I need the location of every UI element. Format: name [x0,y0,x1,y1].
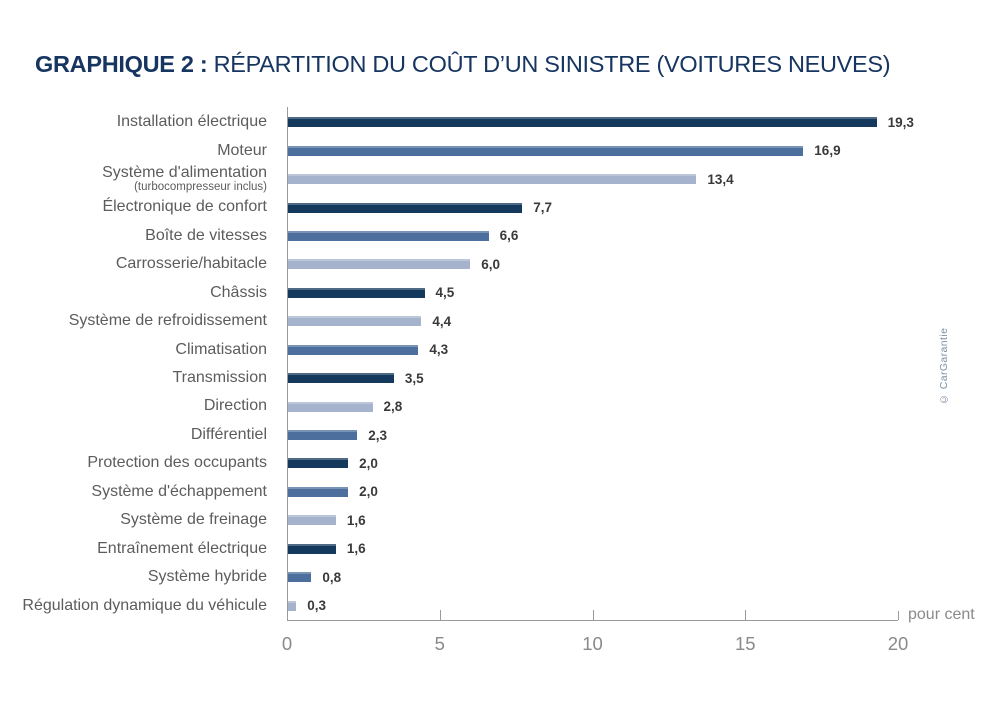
bar-rows: Installation électrique 19,3 Moteur 16,9… [0,108,1000,620]
value-label: 2,0 [359,455,378,471]
category-label: Régulation dynamique du véhicule [22,596,267,614]
copyright-credit: © CarGarantie [938,327,950,405]
bar [287,515,336,526]
x-axis-tick-label: 0 [281,633,293,654]
bar-row: Direction 2,8 [0,392,1000,420]
value-label: 6,6 [499,228,519,244]
bar-row: Système d'échappement 2,0 [0,478,1000,506]
category-label: Protection des occupants [87,454,267,472]
value-label: 0,8 [322,569,342,585]
bar [287,145,804,156]
value-label: 1,6 [346,512,366,528]
bar [287,287,425,298]
category-label: Carrosserie/habitacle [115,255,267,273]
bar [287,401,373,412]
category-label: Climatisation [175,340,267,358]
x-axis-unit-label: pour cent [908,606,975,623]
category-label: Châssis [210,283,267,301]
bar [287,373,394,384]
bar-row: Climatisation 4,3 [0,336,1000,364]
value-label: 16,9 [814,143,841,159]
bar [287,344,419,355]
category-label: Installation électrique [116,113,267,131]
x-axis-tick-label: 10 [582,633,603,654]
bar-row: Système d'alimentation (turbocompresseur … [0,163,1000,193]
category-label: Transmission [172,369,267,386]
category-sublabel: (turbocompresseur inclus) [134,180,267,193]
category-label: Différentiel [190,425,267,443]
bar [287,572,312,583]
x-axis-tick-label: 5 [434,633,445,654]
x-axis-tick [898,611,899,620]
chart-title-text: RÉPARTITION DU COÛT D’UN SINISTRE (VOITU… [207,51,891,77]
bar [287,117,877,128]
bar [287,600,297,611]
chart-title: GRAPHIQUE 2 : RÉPARTITION DU COÛT D’UN S… [35,51,975,78]
bar [287,543,336,554]
bar-row: Installation électrique 19,3 [0,108,1000,136]
category-label: Système d'échappement [91,482,267,500]
bar-row: Boîte de vitesses 6,6 [0,222,1000,250]
bar-row: Système de freinage 1,6 [0,506,1000,534]
x-axis-tick [439,610,441,620]
bar-row: Transmission 3,5 [0,364,1000,392]
x-axis-line [287,620,898,621]
bar-row: Protection des occupants 2,0 [0,449,1000,477]
value-label: 4,3 [429,342,449,358]
value-label: 7,7 [533,200,552,216]
x-axis-tick [592,610,594,620]
y-axis-line [287,107,288,621]
bar [287,430,358,441]
value-label: 4,4 [432,313,452,329]
value-label: 13,4 [707,171,734,187]
bar-row: Système hybride 0,8 [0,563,1000,591]
bar [287,259,471,270]
bar-row: Régulation dynamique du véhicule 0,3 [0,591,1000,619]
value-label: 0,3 [307,598,326,614]
bar [287,486,349,497]
category-label: Électronique de confort [102,198,267,216]
bar-row: Carrosserie/habitacle 6,0 [0,250,1000,278]
category-label: Système de freinage [120,511,267,529]
value-label: 2,3 [368,427,388,443]
bar [287,202,523,213]
bar [287,174,697,185]
category-label: Système hybride [147,568,267,586]
value-label: 1,6 [346,541,366,557]
value-label: 2,8 [383,399,403,415]
x-axis-tick-label: 20 [887,633,909,654]
bar-row: Moteur 16,9 [0,136,1000,164]
category-label: Moteur [217,141,267,159]
bar-row: Entraînement électrique 1,6 [0,535,1000,563]
value-label: 4,5 [435,285,455,301]
x-axis-tick [745,610,747,620]
x-axis-tick-label: 15 [734,633,756,654]
value-label: 19,3 [887,114,914,130]
bar-row: Système de refroidissement 4,4 [0,307,1000,335]
bar-row: Électronique de confort 7,7 [0,193,1000,221]
category-label: Système de refroidissement [68,312,267,330]
value-label: 2,0 [359,484,378,500]
bar-row: Châssis 4,5 [0,279,1000,307]
bar [287,316,422,327]
bar [287,458,349,469]
category-label: Direction [203,397,267,415]
category-label: Boîte de vitesses [145,226,267,244]
value-label: 3,5 [404,370,424,386]
bar [287,230,489,241]
category-label: Système d'alimentation (turbocompresseur … [102,163,267,193]
chart-title-prefix: GRAPHIQUE 2 : [35,51,208,77]
value-label: 6,0 [481,256,501,272]
bar-row: Différentiel 2,3 [0,421,1000,449]
category-label: Entraînement électrique [97,539,267,557]
